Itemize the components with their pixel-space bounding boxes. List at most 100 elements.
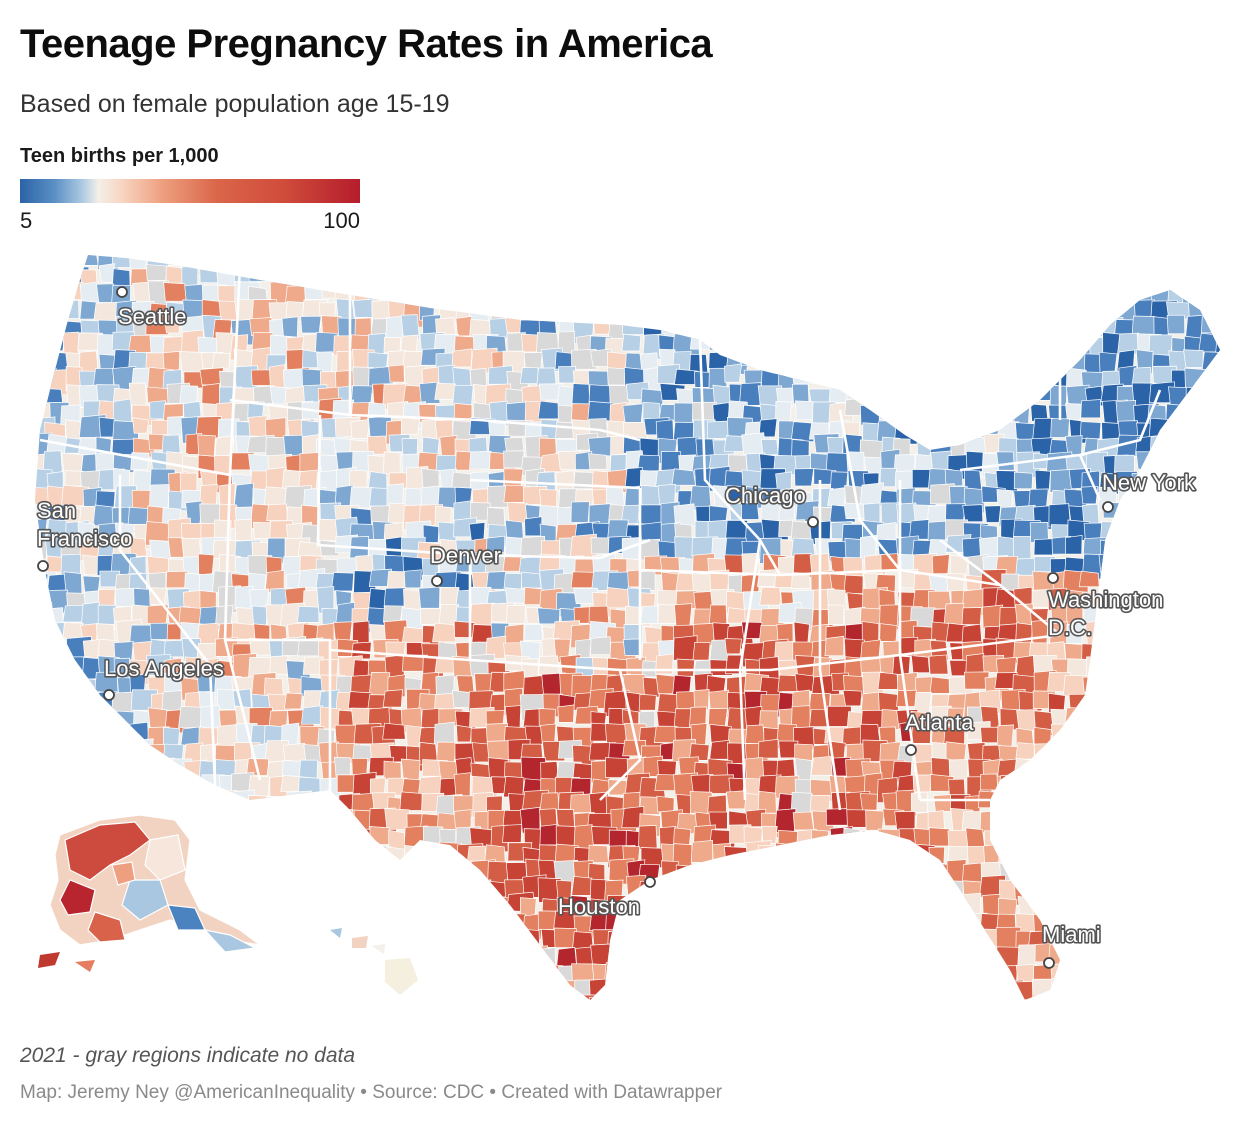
county-cell xyxy=(1148,931,1167,953)
county-cell xyxy=(741,876,758,897)
county-cell xyxy=(251,845,278,864)
county-cell xyxy=(472,978,496,1000)
county-cell xyxy=(1185,386,1204,411)
county-cell xyxy=(707,332,729,351)
county-cell xyxy=(1112,657,1136,679)
county-cell xyxy=(825,808,850,826)
county-cell xyxy=(744,333,768,359)
county-cell xyxy=(133,587,152,608)
county-cell xyxy=(967,255,992,271)
county-cell xyxy=(894,845,919,864)
county-cell xyxy=(265,947,287,972)
county-cell xyxy=(1000,830,1026,848)
county-cell xyxy=(1099,999,1120,1000)
county-cell xyxy=(898,255,923,273)
county-cell xyxy=(622,284,640,306)
county-cell xyxy=(283,692,303,710)
county-cell xyxy=(946,369,974,393)
county-cell xyxy=(759,586,782,606)
county-cell xyxy=(230,842,253,863)
county-cell xyxy=(285,997,303,1000)
county-cell xyxy=(861,995,886,1000)
county-cell xyxy=(1046,741,1066,763)
county-cell xyxy=(792,961,815,982)
county-cell xyxy=(742,896,768,915)
county-cell xyxy=(608,980,632,1000)
county-cell xyxy=(893,318,919,342)
county-cell xyxy=(385,863,410,882)
county-cell xyxy=(847,925,869,948)
county-cell xyxy=(638,693,657,711)
county-cell xyxy=(148,944,172,963)
county-cell xyxy=(46,996,71,1000)
county-cell xyxy=(473,255,498,269)
county-cell xyxy=(1034,298,1057,322)
county-cell xyxy=(35,676,55,701)
county-cell xyxy=(147,707,169,729)
county-cell xyxy=(1132,776,1153,795)
county-cell xyxy=(43,286,63,306)
county-cell xyxy=(1015,298,1033,324)
county-cell xyxy=(1205,638,1220,661)
county-cell xyxy=(539,792,560,812)
county-cell xyxy=(285,285,307,303)
county-cell xyxy=(693,979,719,1000)
county-cell xyxy=(876,296,897,316)
county-cell xyxy=(1187,791,1211,816)
county-cell xyxy=(860,332,881,352)
county-cell xyxy=(525,281,546,310)
county-cell xyxy=(1133,825,1153,848)
county-cell xyxy=(690,879,708,901)
county-cell xyxy=(406,284,430,303)
county-cell xyxy=(35,896,51,919)
county-cell xyxy=(1069,860,1087,886)
county-cell xyxy=(1203,371,1220,392)
county-cell xyxy=(910,863,932,882)
county-cell xyxy=(1165,403,1183,422)
county-cell xyxy=(659,996,690,1000)
county-cell xyxy=(145,314,169,335)
county-cell xyxy=(960,301,984,319)
county-cell xyxy=(470,285,498,311)
county-cell xyxy=(775,401,792,423)
county-cell xyxy=(1133,759,1159,778)
county-cell xyxy=(63,706,87,726)
county-cell xyxy=(1081,807,1102,834)
county-cell xyxy=(763,890,784,916)
county-cell xyxy=(554,979,577,1000)
county-cell xyxy=(384,268,401,288)
county-cell xyxy=(1051,806,1072,825)
county-cell xyxy=(728,876,753,905)
county-cell xyxy=(1000,795,1023,818)
county-cell xyxy=(485,999,509,1000)
county-cell xyxy=(880,267,901,293)
county-cell xyxy=(385,846,406,868)
county-cell xyxy=(1218,302,1220,328)
county-cell xyxy=(894,932,915,953)
county-cell xyxy=(1197,656,1219,680)
county-cell xyxy=(251,962,270,985)
county-cell xyxy=(643,300,668,320)
county-cell xyxy=(112,398,133,423)
county-cell xyxy=(35,267,49,286)
city-dot-seattle xyxy=(116,286,128,298)
county-cell xyxy=(1148,761,1171,788)
county-cell xyxy=(182,774,203,795)
county-cell xyxy=(211,352,231,370)
county-cell xyxy=(1030,997,1053,1000)
county-cell xyxy=(882,314,901,338)
county-cell xyxy=(690,966,715,986)
county-cell xyxy=(944,468,964,487)
county-cell xyxy=(1120,741,1143,766)
county-cell xyxy=(1012,535,1032,560)
county-cell xyxy=(728,255,750,271)
county-cell xyxy=(1205,996,1220,1000)
county-cell xyxy=(1218,842,1220,869)
county-cell xyxy=(742,959,771,985)
county-cell xyxy=(724,638,742,655)
county-cell xyxy=(1201,927,1220,950)
county-cell xyxy=(148,996,172,1000)
county-cell xyxy=(297,605,320,623)
county-cell xyxy=(1150,794,1174,820)
county-cell xyxy=(825,255,847,275)
